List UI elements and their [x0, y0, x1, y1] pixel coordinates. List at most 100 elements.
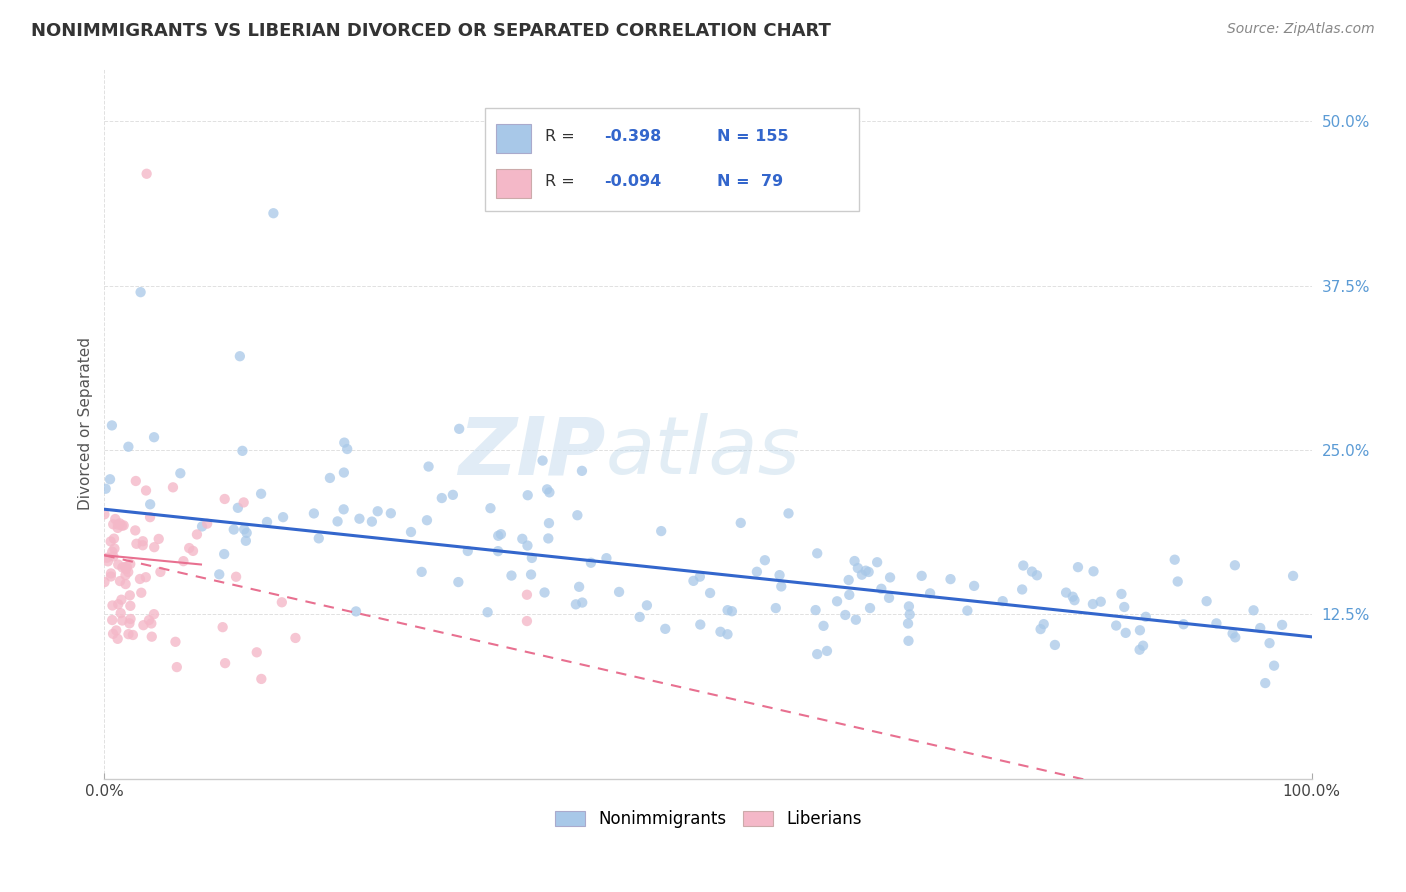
Point [520, 567, 543, 582]
Point [963, 579, 986, 593]
Point [120, 557, 142, 571]
Point [1114, 600, 1136, 615]
Point [141, 616, 163, 631]
Point [1222, 626, 1244, 640]
Point [132, 534, 155, 549]
Point [139, 497, 162, 511]
Point [111, 518, 134, 533]
Point [100, 534, 122, 549]
Point [567, 508, 589, 523]
Point [411, 565, 433, 579]
Point [143, 607, 166, 622]
Point [920, 586, 942, 600]
Point [107, 558, 129, 572]
Point [1083, 564, 1105, 578]
Point [107, 517, 129, 532]
Point [333, 466, 356, 480]
Text: NONIMMIGRANTS VS LIBERIAN DIVORCED OR SEPARATED CORRELATION CHART: NONIMMIGRANTS VS LIBERIAN DIVORCED OR SE… [31, 22, 831, 40]
Point [96, 550, 118, 565]
Point [139, 510, 162, 524]
Point [1129, 624, 1152, 638]
Point [101, 418, 124, 433]
Point [117, 627, 139, 641]
Point [804, 603, 827, 617]
Point [229, 349, 252, 363]
Point [1067, 560, 1090, 574]
Point [897, 616, 920, 631]
Point [225, 570, 247, 584]
Point [730, 516, 752, 530]
Point [1129, 642, 1152, 657]
Point [302, 507, 325, 521]
Point [1132, 639, 1154, 653]
Point [897, 633, 920, 648]
Point [571, 464, 593, 478]
Point [181, 544, 204, 558]
Point [101, 627, 124, 641]
Point [815, 644, 838, 658]
Point [361, 515, 384, 529]
Point [135, 167, 157, 181]
Point [510, 532, 533, 546]
Point [1026, 568, 1049, 582]
Point [533, 585, 555, 599]
Point [103, 517, 125, 532]
Point [235, 533, 257, 548]
Point [770, 579, 793, 593]
Text: ZIP: ZIP [458, 413, 606, 491]
Point [111, 614, 134, 628]
Point [115, 559, 138, 574]
Point [143, 430, 166, 444]
Point [1271, 618, 1294, 632]
Point [911, 569, 934, 583]
Point [250, 487, 273, 501]
Point [1021, 565, 1043, 579]
Point [103, 532, 125, 546]
Point [114, 577, 136, 591]
Y-axis label: Divorced or Separated: Divorced or Separated [79, 337, 93, 510]
Text: Source: ZipAtlas.com: Source: ZipAtlas.com [1227, 22, 1375, 37]
Point [834, 607, 856, 622]
Point [98, 472, 121, 486]
Point [721, 604, 744, 618]
Point [120, 599, 142, 613]
Point [211, 620, 233, 634]
Point [179, 541, 201, 555]
Point [571, 596, 593, 610]
Point [689, 617, 711, 632]
Point [579, 556, 602, 570]
Point [516, 588, 538, 602]
Point [516, 539, 538, 553]
Point [380, 506, 402, 520]
Point [101, 545, 124, 559]
Point [135, 483, 157, 498]
Point [117, 440, 139, 454]
Point [284, 631, 307, 645]
Point [516, 614, 538, 628]
Point [1282, 569, 1305, 583]
Point [135, 570, 157, 584]
Point [479, 501, 502, 516]
Point [537, 532, 560, 546]
Point [271, 510, 294, 524]
Point [516, 488, 538, 502]
Point [565, 598, 588, 612]
Point [855, 564, 877, 578]
Point [441, 488, 464, 502]
Point [844, 554, 866, 568]
Point [129, 586, 152, 600]
Point [607, 585, 630, 599]
Point [336, 442, 359, 456]
Point [186, 527, 208, 541]
Point [768, 568, 790, 582]
Point [418, 459, 440, 474]
Point [108, 574, 131, 588]
Point [1105, 618, 1128, 632]
Point [222, 523, 245, 537]
Point [838, 588, 860, 602]
Point [866, 555, 889, 569]
Point [1205, 616, 1227, 631]
Point [447, 575, 470, 590]
Point [1111, 587, 1133, 601]
Point [1043, 638, 1066, 652]
